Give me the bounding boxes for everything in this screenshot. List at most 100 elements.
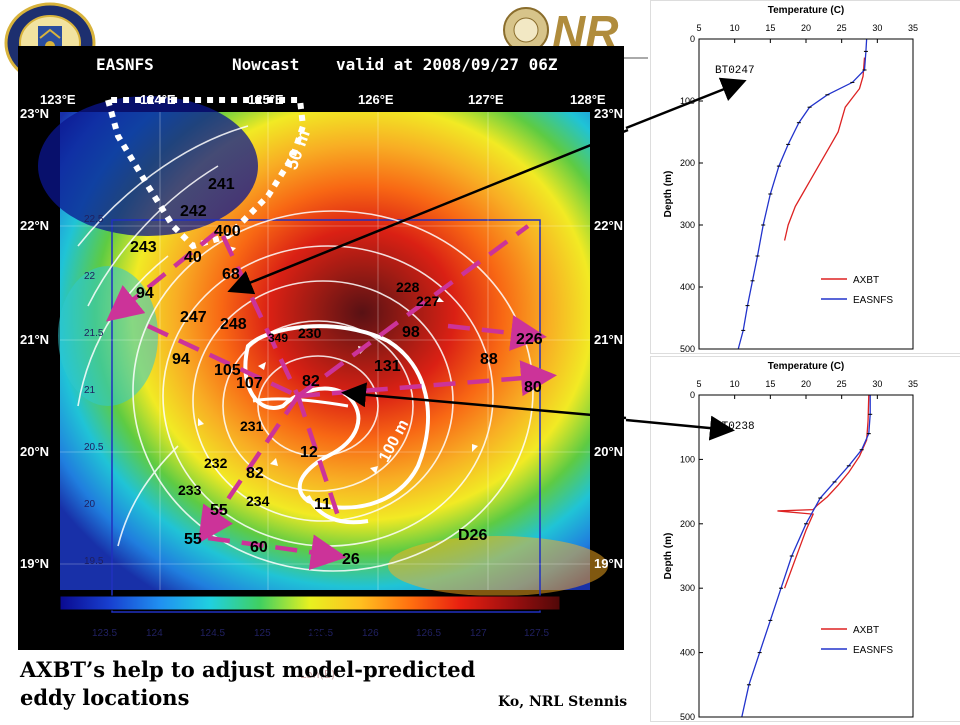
profile-x-tick: 35 bbox=[908, 379, 918, 389]
drop-label: 11 bbox=[314, 496, 331, 513]
inner-lat-tick: 20.5 bbox=[84, 442, 104, 453]
lat-tick-label: 23°N bbox=[594, 106, 623, 121]
drop-label: 226 bbox=[516, 331, 543, 348]
profile-y-tick: 400 bbox=[680, 648, 695, 658]
caption-line2: eddy locations bbox=[20, 685, 190, 710]
drop-label: 107 bbox=[236, 375, 263, 392]
colorbar-tick: 60 bbox=[214, 613, 228, 627]
legend-label: EASNFS bbox=[853, 295, 893, 306]
profile-x-tick: 10 bbox=[730, 379, 740, 389]
profile-y-tick: 200 bbox=[680, 158, 695, 168]
drop-label: 68 bbox=[222, 266, 240, 283]
profile-y-tick: 400 bbox=[680, 282, 695, 292]
drop-label: 94 bbox=[136, 285, 154, 302]
inner-lat-tick: 22 bbox=[84, 271, 96, 282]
colorbar-tick: 50 bbox=[166, 613, 180, 627]
map-title-mid: Nowcast bbox=[232, 55, 299, 74]
drop-label: 231 bbox=[240, 418, 264, 434]
drop-label: 105 bbox=[214, 362, 241, 379]
profile-x-tick: 15 bbox=[765, 23, 775, 33]
colorbar-tick: 80 bbox=[310, 613, 324, 627]
drop-label: 82 bbox=[302, 373, 320, 390]
inner-lat-tick: 22.5 bbox=[84, 214, 104, 225]
colorbar-unit: kJ/cm² bbox=[288, 626, 330, 641]
drop-label: 234 bbox=[246, 493, 270, 509]
nr-logo: NR bbox=[500, 0, 650, 66]
colorbar-tick: 120 bbox=[502, 613, 522, 627]
inner-lon-tick: 127 bbox=[470, 628, 487, 639]
colorbar-tick: 70 bbox=[262, 613, 276, 627]
profile-series-easnfs bbox=[741, 395, 871, 718]
profile-y-tick: 100 bbox=[680, 96, 695, 106]
colorbar-tick: 30 bbox=[70, 613, 84, 627]
legend-label: EASNFS bbox=[853, 645, 893, 656]
inner-lat-tick: 19.5 bbox=[84, 556, 104, 567]
profile-x-tick: 5 bbox=[696, 23, 701, 33]
profile-x-tick: 25 bbox=[837, 23, 847, 33]
drop-label: 88 bbox=[480, 351, 498, 368]
profile-x-tick: 30 bbox=[872, 23, 882, 33]
profile-x-tick: 15 bbox=[765, 379, 775, 389]
inner-lon-tick: 126.5 bbox=[416, 628, 441, 639]
drop-label: 242 bbox=[180, 203, 207, 220]
map-title-valid: valid at 2008/09/27 06Z bbox=[336, 55, 558, 74]
profile-chart-bt0247: Temperature (C) 5 10 15 20 25 30 35 0 100 200 300 40… bbox=[650, 0, 960, 354]
profile-y-tick: 300 bbox=[680, 220, 695, 230]
lat-tick-label: 20°N bbox=[20, 444, 49, 459]
drop-label: 241 bbox=[208, 176, 235, 193]
lon-tick-label: 126°E bbox=[358, 92, 394, 107]
legend-label: AXBT bbox=[853, 275, 879, 286]
profile-y-tick: 0 bbox=[690, 390, 695, 400]
drop-label: 131 bbox=[374, 358, 401, 375]
drop-label: 227 bbox=[416, 293, 440, 309]
colorbar bbox=[59, 595, 561, 611]
colorbar-tick: 100 bbox=[406, 613, 426, 627]
drop-label: 349 bbox=[268, 331, 288, 345]
legend-label: AXBT bbox=[853, 625, 879, 636]
drop-label: 55 bbox=[210, 502, 228, 519]
profile-ylabel: Depth (m) bbox=[663, 171, 674, 218]
profile-x-tick: 20 bbox=[801, 379, 811, 389]
credit-text: Ko, NRL Stennis bbox=[498, 694, 628, 710]
profile-title: Temperature (C) bbox=[768, 361, 845, 372]
profile-y-tick: 500 bbox=[680, 344, 695, 353]
profile-y-tick: 100 bbox=[680, 454, 695, 464]
profile-series-easnfs bbox=[737, 38, 868, 350]
lat-tick-label: 21°N bbox=[20, 332, 49, 347]
inner-lat-tick: 21 bbox=[84, 385, 96, 396]
lon-tick-label: 124°E bbox=[140, 92, 176, 107]
slide-caption: AXBT’s help to adjust model-predicted ed… bbox=[20, 656, 500, 712]
lon-tick-label: 127°E bbox=[468, 92, 504, 107]
profile-y-tick: 500 bbox=[680, 712, 695, 721]
profile-ylabel: Depth (m) bbox=[663, 533, 674, 580]
profile-series-axbt bbox=[783, 57, 866, 241]
drop-label: 232 bbox=[204, 455, 228, 471]
lon-tick-label: 125°E bbox=[248, 92, 284, 107]
inner-lat-tick: 20 bbox=[84, 499, 96, 510]
lat-tick-label: 22°N bbox=[20, 218, 49, 233]
profile-x-tick: 30 bbox=[872, 379, 882, 389]
drop-label: 248 bbox=[220, 316, 247, 333]
profile-x-tick: 35 bbox=[908, 23, 918, 33]
lon-tick-label: 128°E bbox=[570, 92, 606, 107]
drop-label: 60 bbox=[250, 539, 268, 556]
inner-lon-tick: 124 bbox=[146, 628, 163, 639]
inner-lon-tick: 123.5 bbox=[92, 628, 117, 639]
lat-tick-label: 20°N bbox=[594, 444, 623, 459]
lat-tick-label: 19°N bbox=[594, 556, 623, 571]
profile-x-tick: 25 bbox=[837, 379, 847, 389]
profile-y-tick: 200 bbox=[680, 519, 695, 529]
lat-tick-label: 22°N bbox=[594, 218, 623, 233]
drop-label: 247 bbox=[180, 309, 207, 326]
profile-title: Temperature (C) bbox=[768, 5, 845, 16]
drop-label: 55 bbox=[184, 531, 202, 548]
inner-lon-tick: 125 bbox=[254, 628, 271, 639]
inner-xlabel: Lon(E) bbox=[300, 668, 336, 681]
colorbar-tick: 110 bbox=[454, 613, 474, 627]
profile-y-tick: 300 bbox=[680, 583, 695, 593]
caption-line1: AXBT’s help to adjust model-predicted bbox=[20, 657, 476, 682]
drop-label: 233 bbox=[178, 482, 202, 498]
profile-y-tick: 0 bbox=[690, 34, 695, 44]
lat-tick-label: 21°N bbox=[594, 332, 623, 347]
profile-bt-label: BT0247 bbox=[715, 65, 755, 77]
